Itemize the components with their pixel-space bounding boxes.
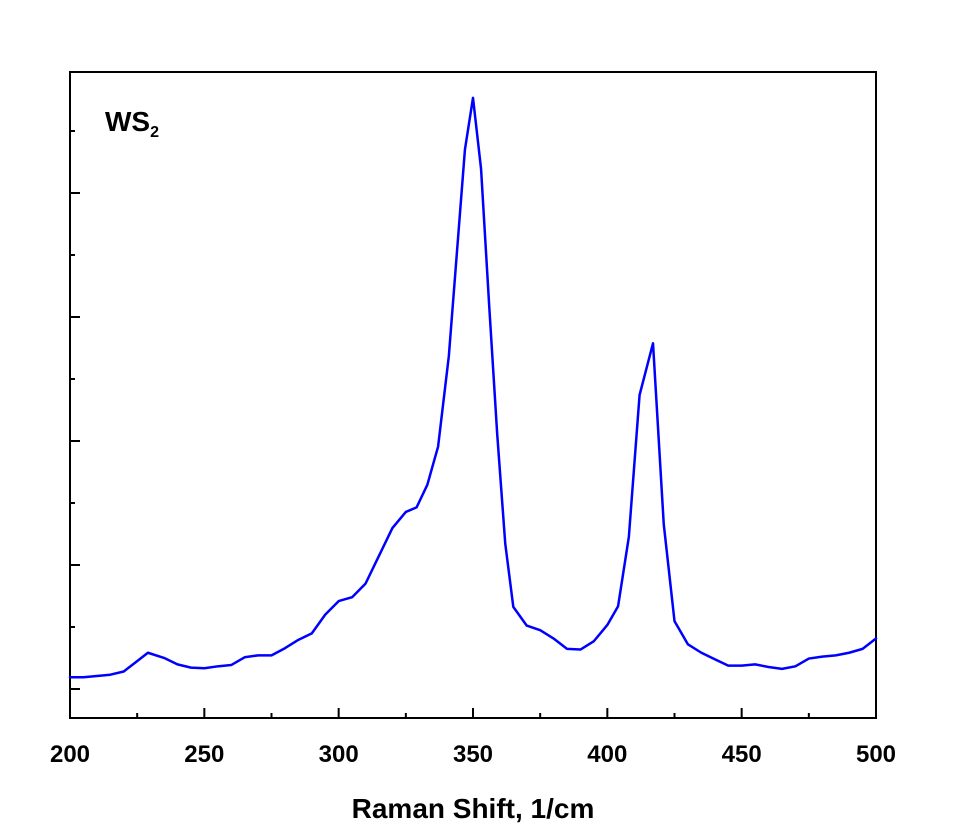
x-tick-label-400: 400 (587, 741, 627, 768)
x-tick-label-350: 350 (453, 741, 493, 768)
x-tick-label-450: 450 (722, 741, 762, 768)
x-axis-tick-labels: 200 250 300 350 400 450 500 (50, 741, 896, 768)
x-axis-title: Raman Shift, 1/cm (352, 793, 595, 824)
sample-label: WS2 (105, 106, 159, 141)
sample-label-main: WS (105, 106, 150, 137)
x-tick-label-250: 250 (184, 741, 224, 768)
y-axis-ticks (70, 130, 80, 690)
x-axis-ticks (69, 708, 877, 718)
x-tick-label-500: 500 (856, 741, 896, 768)
x-tick-label-200: 200 (50, 741, 90, 768)
x-tick-label-300: 300 (319, 741, 359, 768)
sample-label-subscript: 2 (150, 124, 159, 141)
series-line-ws2 (68, 96, 878, 679)
